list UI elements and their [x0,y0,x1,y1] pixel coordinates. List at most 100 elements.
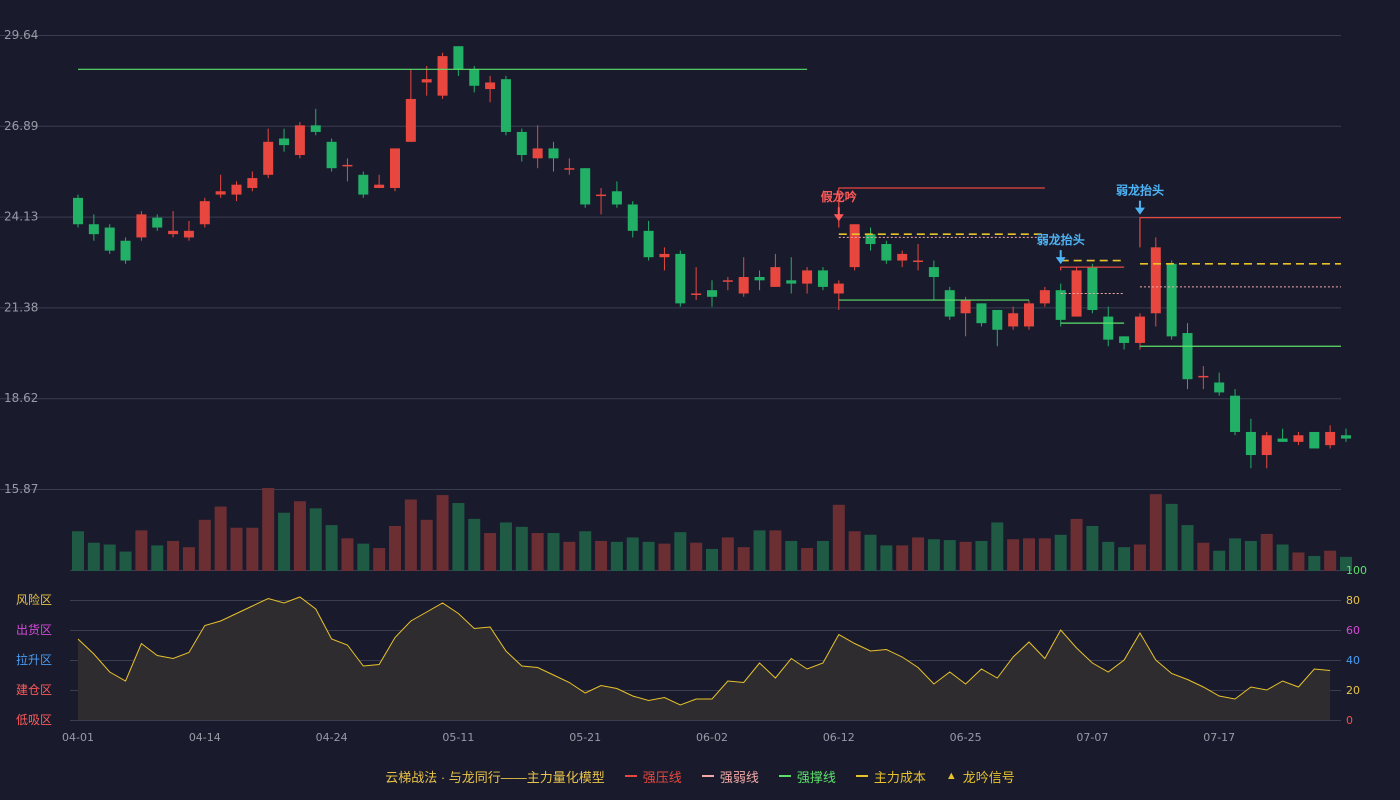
candle-body [1214,382,1225,393]
volume-bar [848,531,861,571]
signal-label: 弱龙抬头 [1116,183,1164,198]
volume-bar [1054,534,1067,571]
volume-bar [309,508,322,571]
volume-bar [1102,541,1115,571]
candle-body [675,253,686,304]
price-tick-label: 26.89 [4,119,38,133]
candle-body [1024,303,1034,327]
volume-bar [832,504,845,571]
candle-body [722,280,733,282]
candle-body [627,204,638,231]
volume-bar [864,534,877,571]
candle-body [310,125,321,132]
price-tick-label: 18.62 [4,391,38,405]
price-tick-label: 24.13 [4,210,38,224]
candle-body [1245,431,1256,456]
legend-label-signal: 龙吟信号 [962,769,1015,785]
volume-bar [927,539,940,571]
candle-body [358,174,369,195]
volume-bar [1181,525,1194,571]
volume-bar [325,525,338,571]
candle-body [1008,313,1019,327]
legend-label-support: 强撑线 [796,769,836,785]
volume-bar [531,533,544,571]
candle-body [152,217,163,228]
candle-body [548,148,559,159]
weak-line-icon [701,775,714,777]
volume-bar [1292,552,1305,571]
support-line-icon [778,775,791,777]
volume-bar [753,530,766,571]
legend-item-cost[interactable]: 主力成本 [855,767,926,786]
candle-body [168,230,179,235]
candle-body [279,138,290,146]
candle-body [1277,438,1288,442]
legend-title: 云梯战法 · 与龙同行——主力量化模型 [385,767,605,786]
candle-body [1039,290,1050,304]
signal-label: 弱龙抬头 [1037,232,1085,247]
price-tick-label: 15.87 [4,482,38,496]
volume-bar [1165,503,1178,571]
volume-bar [595,540,608,571]
volume-bar [674,532,687,571]
volume-bar [198,519,211,571]
legend-label-cost: 主力成本 [873,769,926,785]
signal-arrowhead [1055,257,1066,265]
volume-bar [721,537,734,571]
candle-body [88,224,99,235]
candle-body [1071,270,1082,317]
oscillator-area [78,597,1331,720]
volume-bar [912,537,925,571]
volume-bar [103,544,116,571]
volume-bar [785,540,798,571]
oscillator-zone-label: 出货区 [16,622,52,637]
legend-item-pressure[interactable]: 强压线 [624,767,682,786]
candle-body [659,253,670,258]
legend-item-weak[interactable]: 强弱线 [701,767,759,786]
oscillator-zone-label: 建仓区 [16,683,52,697]
legend-label-weak: 强弱线 [719,769,759,785]
candle-body [1182,333,1193,380]
candle-body [1055,290,1066,320]
candle-body [1119,336,1130,343]
volume-bar [642,541,655,571]
candle-body [1230,395,1241,432]
candle-body [136,214,147,238]
volume-bar [1070,518,1083,571]
volume-bar [943,540,956,571]
candle-body [564,168,575,170]
volume-bar [563,541,576,571]
volume-bar [72,531,84,571]
candle-body [469,69,480,86]
volume-bar [690,542,703,571]
volume-bar [801,548,814,571]
candle-body [1325,431,1336,446]
volume-bar [1260,533,1273,571]
candle-body [865,234,876,245]
candle-body [897,253,908,261]
legend-title-text: 云梯战法 · 与龙同行——主力量化模型 [385,769,605,785]
volume-bar [1086,525,1099,571]
volume-bar [547,533,560,571]
pressure-line [1139,217,1341,248]
volume-bar [1340,556,1352,571]
date-tick-label: 06-25 [950,731,982,744]
candle-body [374,184,385,188]
legend-item-support[interactable]: 强撑线 [778,767,836,786]
date-tick-label: 07-17 [1203,731,1235,744]
candle-body [1103,316,1114,340]
legend-label-pressure: 强压线 [642,769,682,785]
candle-body [596,194,607,197]
volume-bar [658,543,671,571]
volume-bar [262,488,275,571]
volume-bar [389,525,401,571]
candle-body [104,227,115,251]
candle-body [944,290,955,317]
candle-body [1293,435,1304,442]
date-tick-label: 06-02 [696,731,728,744]
oscillator-tick-label: 40 [1346,654,1360,667]
candle-body [786,280,797,284]
legend-item-signal[interactable]: ▲ 龙吟信号 [946,767,1015,786]
candle-body [1341,435,1351,439]
candle-body [120,240,131,261]
